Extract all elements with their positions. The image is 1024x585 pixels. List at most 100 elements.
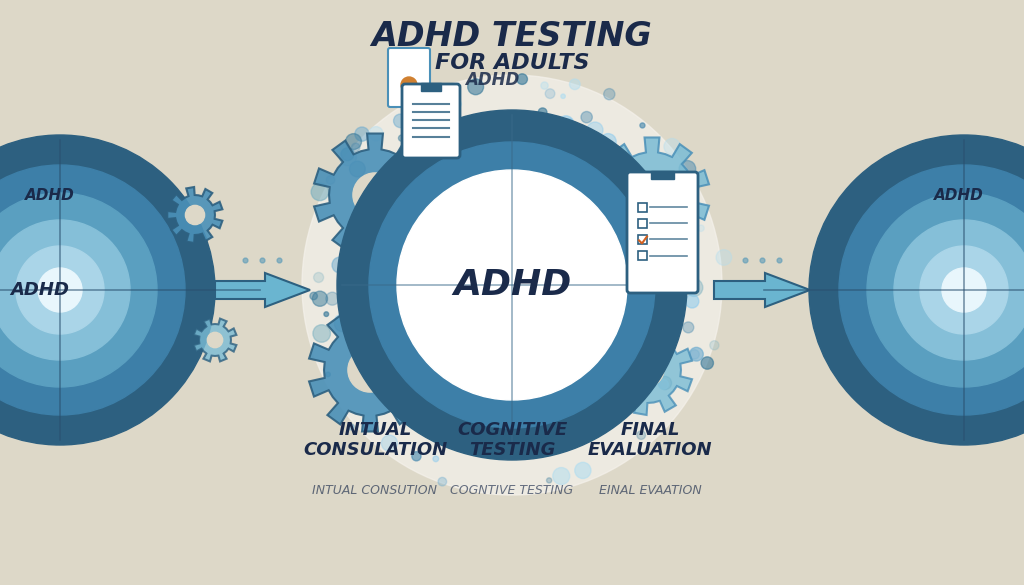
Circle shape	[640, 123, 645, 128]
Circle shape	[454, 100, 462, 108]
Circle shape	[587, 122, 603, 138]
Circle shape	[312, 291, 328, 307]
Circle shape	[942, 268, 986, 312]
Text: COGNTIVE TESTING: COGNTIVE TESTING	[451, 483, 573, 497]
Circle shape	[685, 295, 698, 308]
Circle shape	[327, 176, 335, 184]
Text: ADHD: ADHD	[934, 188, 984, 202]
Circle shape	[412, 452, 421, 461]
Circle shape	[326, 372, 331, 377]
Polygon shape	[309, 308, 431, 432]
Circle shape	[341, 148, 354, 161]
Bar	[651, 171, 674, 179]
Circle shape	[369, 142, 655, 428]
Circle shape	[685, 278, 702, 297]
Circle shape	[369, 126, 383, 140]
Text: INTUAL
CONSULATION: INTUAL CONSULATION	[303, 421, 447, 459]
Text: EINAL EVAATION: EINAL EVAATION	[599, 483, 701, 497]
FancyBboxPatch shape	[627, 172, 698, 293]
Circle shape	[427, 200, 597, 370]
Circle shape	[0, 135, 215, 445]
Circle shape	[353, 173, 397, 217]
Text: ADHD TESTING: ADHD TESTING	[372, 20, 652, 53]
Bar	[638, 235, 647, 244]
Text: FINAL
EVALUATION: FINAL EVALUATION	[588, 421, 713, 459]
Circle shape	[398, 135, 404, 142]
Circle shape	[867, 193, 1024, 387]
Circle shape	[443, 98, 457, 112]
Circle shape	[658, 376, 672, 390]
Circle shape	[637, 431, 645, 439]
Circle shape	[701, 357, 714, 369]
Circle shape	[335, 315, 345, 325]
Circle shape	[675, 290, 685, 300]
Circle shape	[558, 116, 573, 131]
Circle shape	[653, 318, 667, 332]
Polygon shape	[167, 187, 222, 243]
Circle shape	[311, 183, 329, 201]
Circle shape	[207, 332, 222, 347]
Circle shape	[697, 225, 705, 232]
Text: INTUAL CONSUTION: INTUAL CONSUTION	[312, 483, 437, 497]
Text: ADHD: ADHD	[25, 188, 75, 202]
Circle shape	[313, 325, 331, 342]
Circle shape	[185, 205, 205, 225]
Circle shape	[920, 246, 1008, 334]
Circle shape	[438, 477, 446, 486]
Circle shape	[581, 112, 592, 123]
Circle shape	[468, 79, 483, 95]
Circle shape	[683, 274, 695, 285]
Circle shape	[399, 172, 625, 398]
Circle shape	[393, 114, 408, 128]
Circle shape	[600, 133, 616, 150]
Circle shape	[658, 380, 669, 389]
Circle shape	[348, 424, 354, 430]
Polygon shape	[314, 133, 436, 256]
Text: FOR ADULTS: FOR ADULTS	[435, 53, 589, 73]
Circle shape	[324, 312, 329, 316]
Circle shape	[912, 303, 926, 316]
Circle shape	[38, 268, 82, 312]
Circle shape	[332, 257, 348, 273]
Circle shape	[894, 220, 1024, 360]
Circle shape	[604, 88, 615, 100]
Circle shape	[397, 170, 627, 400]
Circle shape	[716, 250, 732, 265]
Circle shape	[565, 119, 573, 127]
Circle shape	[809, 135, 1024, 445]
Circle shape	[335, 316, 350, 332]
Circle shape	[16, 246, 104, 334]
Polygon shape	[714, 273, 810, 307]
Polygon shape	[194, 319, 237, 362]
Circle shape	[679, 160, 695, 177]
Circle shape	[561, 94, 565, 98]
Circle shape	[414, 98, 426, 111]
Circle shape	[632, 174, 673, 216]
Text: ADHD: ADHD	[453, 268, 571, 302]
Circle shape	[339, 149, 356, 166]
Circle shape	[664, 139, 680, 154]
Circle shape	[517, 74, 527, 84]
Circle shape	[465, 120, 475, 130]
Circle shape	[355, 127, 369, 141]
Bar	[421, 83, 441, 91]
Circle shape	[349, 161, 366, 177]
Circle shape	[302, 75, 722, 495]
Circle shape	[345, 133, 361, 150]
Circle shape	[674, 174, 683, 183]
Circle shape	[310, 292, 317, 300]
Circle shape	[690, 350, 699, 359]
Circle shape	[433, 456, 438, 462]
Polygon shape	[899, 291, 938, 329]
Circle shape	[614, 159, 626, 171]
Circle shape	[0, 165, 185, 415]
Polygon shape	[595, 137, 709, 253]
Bar	[638, 219, 647, 228]
Circle shape	[454, 227, 570, 343]
Circle shape	[632, 354, 664, 386]
FancyBboxPatch shape	[388, 48, 430, 107]
Circle shape	[545, 89, 555, 98]
Circle shape	[418, 95, 423, 101]
Circle shape	[436, 122, 443, 129]
Circle shape	[839, 165, 1024, 415]
